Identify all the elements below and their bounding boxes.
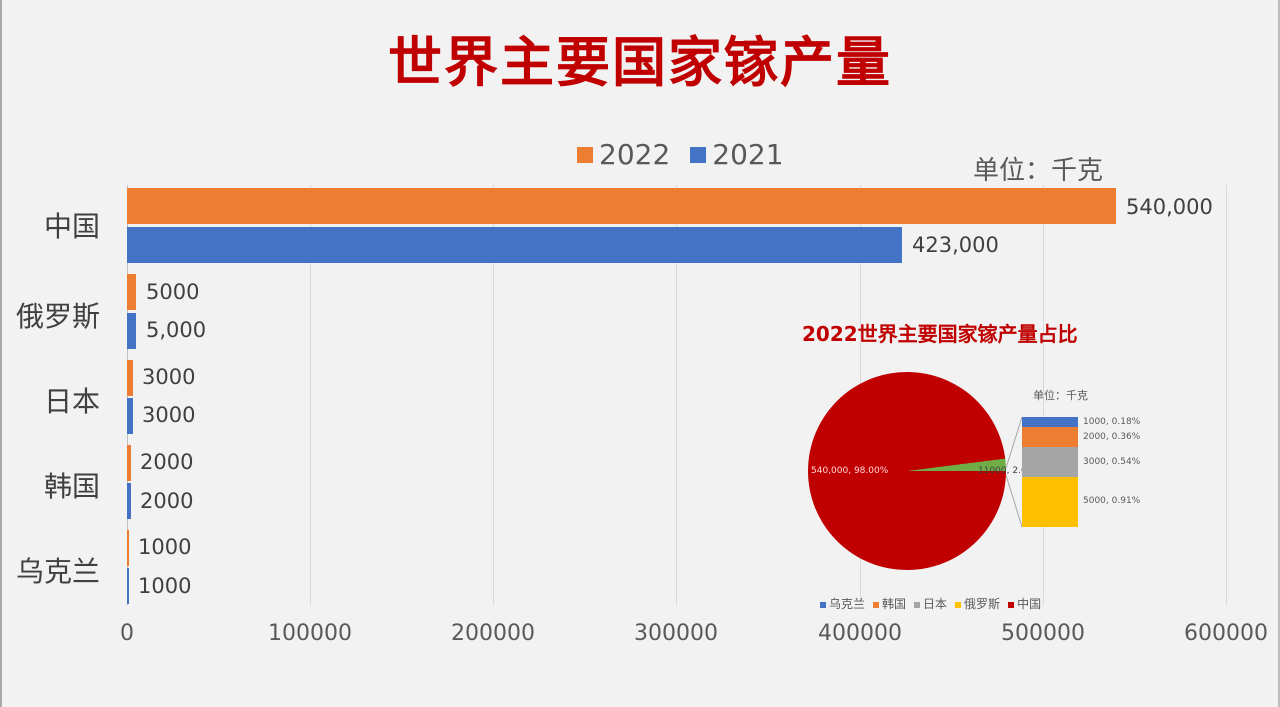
bar-china-2022: [127, 188, 1116, 224]
value-label-korea-2021: 2000: [140, 489, 194, 513]
inset-unit-label: 单位：千克: [1033, 389, 1088, 402]
stack-label-korea: 2000, 0.36%: [1083, 432, 1141, 442]
x-tick: 0: [120, 621, 134, 646]
category-label-korea: 韩国: [43, 470, 100, 503]
gridline: [493, 185, 494, 605]
legend-item-2022: 2022: [577, 138, 670, 171]
gridline: [1043, 185, 1044, 605]
x-tick: 200000: [451, 621, 535, 646]
value-label-russia-2021: 5,000: [146, 318, 207, 342]
inset-legend-item-china: 中国: [1008, 595, 1041, 612]
stack-label-russia: 5000, 0.91%: [1083, 496, 1141, 506]
inset-legend-item-russia: 俄罗斯: [955, 595, 1000, 612]
bar-plot-area: 540,000 423,000 5000 5,000 3000 3000 200…: [127, 185, 1227, 605]
left-border: [0, 0, 2, 707]
stack-segment-ukraine: [1022, 417, 1078, 427]
category-label-china: 中国: [43, 210, 100, 243]
bar-china-2021: [127, 227, 902, 263]
value-label-ukraine-2022: 1000: [138, 535, 192, 559]
gridline: [1226, 185, 1227, 605]
right-border: [1278, 0, 1280, 707]
bar-japan-2022: [127, 360, 133, 396]
x-tick: 500000: [1001, 621, 1085, 646]
gridline: [676, 185, 677, 605]
legend: 2022 2021: [577, 138, 784, 171]
category-label-ukraine: 乌克兰: [15, 555, 100, 588]
value-label-ukraine-2021: 1000: [138, 574, 192, 598]
inset-legend: 乌克兰 韩国 日本 俄罗斯 中国: [820, 595, 1041, 612]
stacked-bar: [1022, 417, 1078, 527]
legend-label-2022: 2022: [599, 138, 671, 171]
x-tick: 300000: [634, 621, 718, 646]
pie-chart: [808, 372, 1006, 570]
bar-ukraine-2021: [127, 568, 129, 604]
bar-russia-2022: [127, 274, 136, 310]
inset-legend-item-japan: 日本: [914, 595, 947, 612]
value-label-korea-2022: 2000: [140, 450, 194, 474]
legend-swatch-2022: [577, 146, 593, 163]
gridline: [310, 185, 311, 605]
legend-swatch-2021: [690, 146, 707, 163]
x-tick: 100000: [268, 621, 352, 646]
bar-russia-2021: [127, 313, 136, 349]
stack-segment-japan: [1022, 447, 1078, 477]
stack-segment-russia: [1022, 477, 1078, 527]
inset-legend-item-korea: 韩国: [873, 595, 906, 612]
legend-item-2021: 2021: [690, 138, 784, 171]
pie-label-china: 540,000, 98.00%: [811, 466, 889, 476]
category-label-japan: 日本: [43, 385, 100, 418]
stack-label-japan: 3000, 0.54%: [1083, 457, 1141, 467]
inset-chart-title: 2022世界主要国家镓产量占比: [802, 322, 1078, 346]
pie-label-other: 11000, 2.00%: [978, 466, 1041, 476]
legend-label-2021: 2021: [712, 138, 784, 171]
bar-ukraine-2022: [127, 530, 129, 566]
chart-title: 世界主要国家镓产量: [388, 31, 892, 94]
stack-segment-korea: [1022, 427, 1078, 447]
inset-legend-item-ukraine: 乌克兰: [820, 595, 865, 612]
bar-japan-2021: [127, 398, 133, 434]
value-label-russia-2022: 5000: [146, 280, 200, 304]
unit-label: 单位：千克: [973, 156, 1104, 186]
bar-korea-2021: [127, 483, 131, 519]
stack-label-ukraine: 1000, 0.18%: [1083, 417, 1141, 427]
value-label-japan-2021: 3000: [142, 403, 196, 427]
bar-korea-2022: [127, 445, 131, 481]
x-tick: 600000: [1184, 621, 1268, 646]
x-tick: 400000: [818, 621, 902, 646]
value-label-japan-2022: 3000: [142, 365, 196, 389]
value-label-china-2021: 423,000: [912, 233, 999, 257]
category-label-russia: 俄罗斯: [15, 300, 100, 333]
value-label-china-2022: 540,000: [1126, 195, 1213, 219]
